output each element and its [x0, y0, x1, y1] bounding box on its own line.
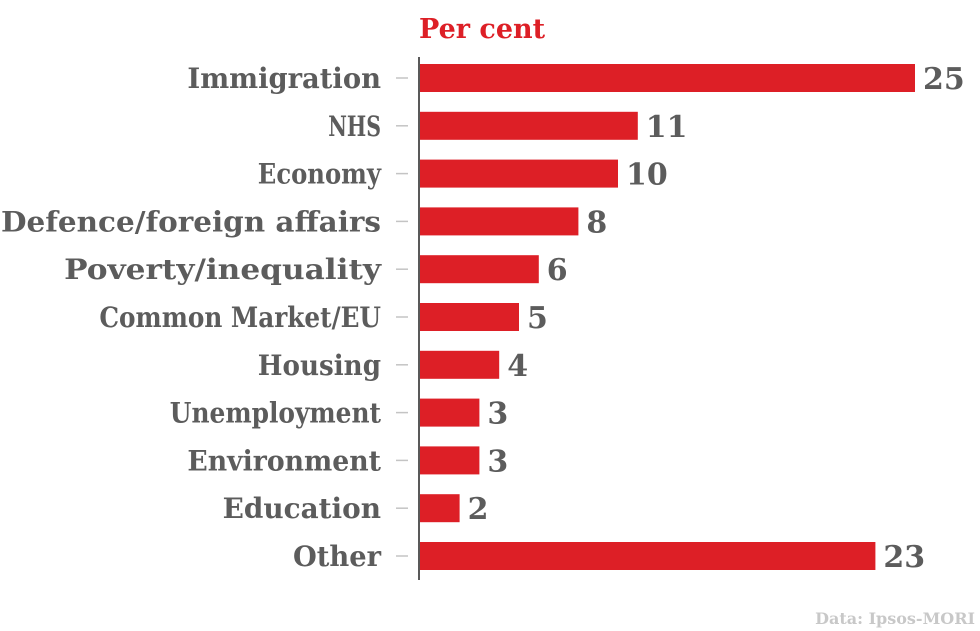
- category-label: Unemployment: [170, 397, 381, 430]
- data-label: 23: [883, 540, 925, 575]
- data-label: 3: [487, 397, 508, 432]
- data-label: 4: [507, 349, 528, 384]
- category-label: Defence/foreign affairs: [1, 205, 381, 238]
- data-label: 25: [923, 62, 965, 97]
- bar: [420, 111, 638, 140]
- data-label: 11: [646, 110, 688, 145]
- data-label: 2: [468, 492, 489, 527]
- bar: [420, 159, 618, 188]
- bar: [420, 446, 480, 475]
- source-note: Data: Ipsos-MORI: [815, 609, 975, 628]
- category-label: Immigration: [187, 62, 381, 95]
- data-label: 10: [626, 158, 668, 193]
- data-label: 5: [527, 301, 548, 336]
- data-label: 8: [586, 205, 607, 240]
- bar: [420, 255, 539, 284]
- data-label: 3: [487, 444, 508, 479]
- bar: [420, 494, 460, 523]
- bar: [420, 303, 519, 331]
- bar: [420, 398, 480, 427]
- category-label: Environment: [187, 444, 381, 477]
- category-label: Poverty/inequality: [64, 253, 382, 286]
- bar: [420, 207, 579, 236]
- data-label: 6: [547, 253, 568, 288]
- bar: [420, 350, 500, 379]
- category-label: Education: [223, 492, 381, 525]
- category-label: NHS: [328, 110, 381, 143]
- bar: [420, 542, 876, 570]
- category-label: Housing: [258, 349, 381, 382]
- category-label: Other: [293, 540, 382, 573]
- bar: [420, 64, 915, 92]
- category-label: Economy: [258, 158, 382, 191]
- category-label: Common Market/EU: [99, 301, 381, 334]
- unit-label: Per cent: [419, 14, 546, 45]
